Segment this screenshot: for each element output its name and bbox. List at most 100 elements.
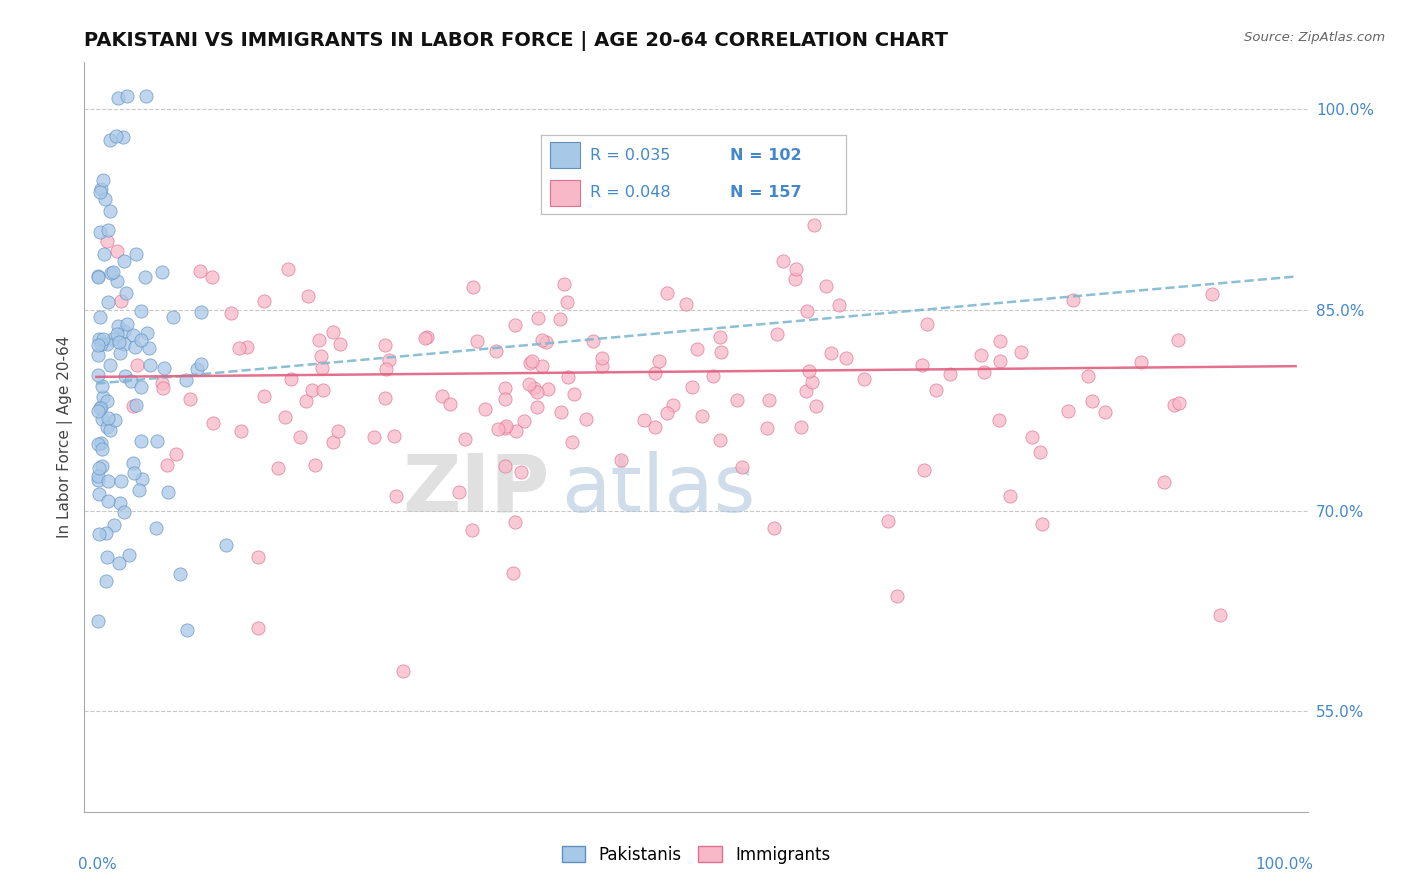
Text: 100.0%: 100.0% [1256,856,1313,871]
Point [1021,430,1043,444]
Point [136,326,159,340]
Point [494,420,516,434]
Point [536,382,558,396]
Point [1077,368,1099,383]
Point [87,469,110,483]
Point [322,325,344,339]
Point [103,332,125,346]
Point [274,410,297,425]
Point [288,430,311,444]
Point [145,521,167,535]
Point [247,621,270,635]
Point [591,351,613,365]
Point [686,342,709,356]
Point [465,334,488,348]
Point [129,434,152,448]
Point [758,393,780,408]
Point [139,358,162,372]
Point [924,384,946,398]
Point [277,261,299,276]
Point [219,306,242,320]
Point [1010,344,1032,359]
Point [87,473,110,487]
Point [517,377,540,392]
Point [112,505,135,519]
Point [90,182,112,196]
Point [557,370,579,384]
Point [681,380,703,394]
Point [98,203,121,218]
Point [145,434,167,448]
Point [120,374,142,388]
Point [131,472,153,486]
Point [553,277,575,291]
Text: R = 0.035: R = 0.035 [589,147,671,162]
Point [495,418,517,433]
Y-axis label: In Labor Force | Age 20-64: In Labor Force | Age 20-64 [58,336,73,538]
Point [662,397,685,411]
Point [709,330,731,344]
Point [124,247,146,261]
Point [174,373,197,387]
Point [150,376,173,390]
Point [911,358,934,372]
Point [526,400,548,414]
Point [725,393,748,408]
Point [311,383,333,397]
Point [1094,404,1116,418]
Text: R = 0.048: R = 0.048 [589,186,671,201]
Point [575,412,598,426]
Point [801,375,824,389]
Point [814,279,837,293]
Point [86,368,108,383]
Point [702,368,724,383]
Point [96,549,118,564]
Point [91,459,114,474]
Point [201,416,224,430]
Point [89,332,111,346]
Point [156,458,179,473]
Point [169,566,191,581]
Point [101,265,124,279]
Point [756,421,779,435]
Point [527,310,550,325]
Point [280,372,302,386]
Point [87,269,110,284]
Point [644,366,666,380]
Point [1031,516,1053,531]
Point [415,330,437,344]
Point [308,333,330,347]
Point [91,173,114,187]
Point [474,402,496,417]
Point [1168,396,1191,410]
Point [153,361,176,376]
Point [87,348,110,362]
Point [98,423,121,437]
Point [124,340,146,354]
Point [820,346,842,360]
Point [122,456,145,470]
Point [449,485,471,500]
Point [87,614,110,628]
Point [384,429,406,443]
Point [633,413,655,427]
Point [513,414,536,428]
Point [519,356,541,370]
Point [105,274,128,288]
Text: atlas: atlas [561,450,756,529]
Point [796,304,818,318]
Point [988,334,1011,348]
Point [591,359,613,373]
Point [852,372,875,386]
Point [485,343,508,358]
Point [295,394,318,409]
Point [385,489,408,503]
Point [97,493,120,508]
Point [765,327,787,342]
Point [253,294,276,309]
Point [828,297,851,311]
Point [89,487,111,501]
Point [647,354,669,368]
Point [108,496,131,510]
Point [138,341,160,355]
